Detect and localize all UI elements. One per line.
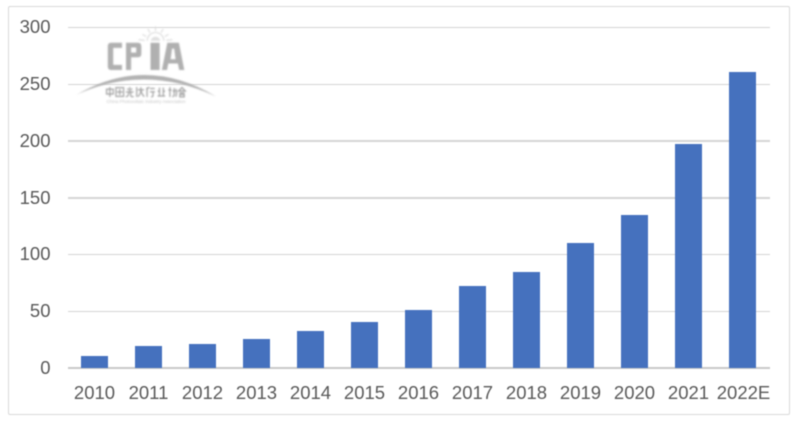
svg-text:China Photovoltaic Industry As: China Photovoltaic Industry Association bbox=[107, 99, 186, 104]
